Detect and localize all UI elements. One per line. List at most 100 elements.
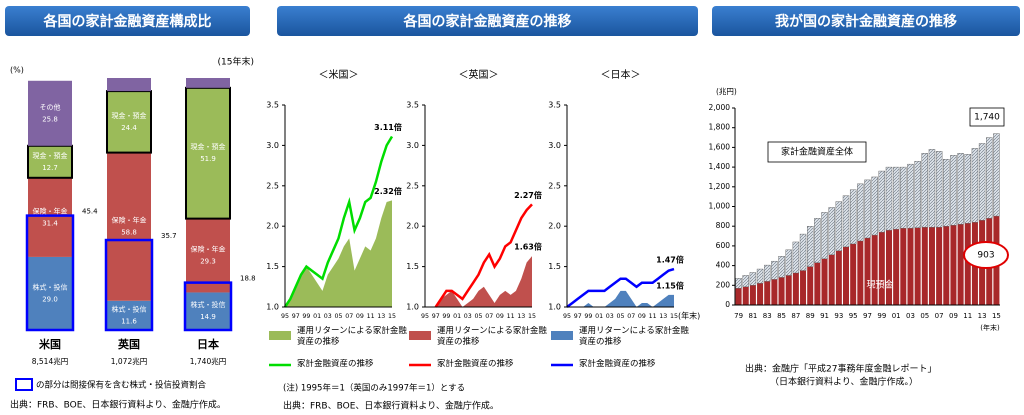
bar-segment (914, 160, 921, 228)
bar-segment (921, 227, 928, 305)
bar-segment (950, 225, 957, 305)
x-tick-label: 91 (820, 312, 829, 320)
bar-segment (185, 86, 231, 220)
x-tick-label: 07 (935, 312, 944, 320)
x-tick-label: 09 (356, 313, 364, 320)
x-unit: (年末) (678, 311, 700, 321)
x-tick-label: 99 (584, 313, 592, 320)
legend-label: 家計金融資産の推移 (297, 359, 374, 369)
bar-segment (814, 262, 821, 305)
bar-segment (871, 176, 878, 236)
series-label: 家計金融資産全体 (781, 146, 853, 158)
segment-name: 株式・投信 (112, 304, 147, 313)
legend-label-box: 家計金融資産の推移 (437, 359, 514, 369)
bar-segment (821, 258, 828, 305)
data-label: 903 (977, 251, 994, 261)
category-label: 米国 (38, 337, 61, 351)
x-tick-label: 13 (377, 313, 385, 320)
legend-label: 家計金融資産の推移 (579, 359, 656, 369)
x-tick-label: 09 (638, 313, 646, 320)
segment-value: 29.3 (200, 258, 216, 266)
bar-segment (921, 153, 929, 228)
x-tick-label: 05 (474, 313, 482, 320)
x-tick-label: 03 (464, 313, 472, 320)
source: 出典：金融庁「平成27事務年度金融レポート」 (745, 363, 936, 375)
legend-swatch (551, 331, 573, 340)
bar-segment (935, 151, 943, 228)
bar-segment (771, 279, 778, 305)
bar-segment (807, 266, 814, 305)
bar-segment (785, 249, 792, 276)
y-tick-label: 1,600 (709, 142, 731, 151)
legend-label: 運用リターンによる家計金融資産の推移 (437, 326, 547, 347)
y-tick-label: 2,000 (709, 103, 731, 112)
x-tick-label: 03 (906, 312, 915, 320)
x-tick-label: 99 (302, 313, 310, 320)
bar-segment (756, 268, 764, 284)
legend-label: 運用リターンによる家計金融資産の推移 (297, 326, 407, 347)
x-tick-label: 11 (649, 313, 657, 320)
area (285, 200, 392, 307)
bar-segment (842, 195, 850, 248)
bar-segment (943, 226, 950, 305)
bar-segment (735, 288, 742, 305)
y-tick-label: 2.0 (406, 222, 419, 231)
bar-segment (900, 166, 907, 229)
segment-value: 12.7 (42, 164, 58, 172)
y-tick-label: 3.5 (406, 101, 419, 110)
end-label: 1.15倍 (656, 280, 684, 290)
header-title: 各国の家計金融資産の推移 (403, 13, 572, 30)
x-tick-label: 13 (659, 313, 667, 320)
y-tick-label: 2.0 (548, 222, 561, 231)
bar-segment (843, 246, 850, 305)
total-label: 1,740兆円 (190, 356, 226, 366)
bar-segment (835, 201, 843, 252)
indirect-label: 18.8 (240, 275, 256, 283)
legend-note: の部分は間接保有を含む株式・投信投資割合 (36, 380, 207, 391)
legend-label: 運用リターンによる家計金融資産の推移 (579, 326, 689, 347)
x-tick-label: 89 (806, 312, 815, 320)
legend-label-box: 家計金融資産の推移 (297, 359, 374, 369)
bar-segment (778, 256, 785, 278)
chart-title: ＜日本＞ (601, 68, 641, 81)
bar-segment (907, 228, 914, 305)
chart-title: ＜米国＞ (319, 68, 359, 81)
bar-segment (778, 277, 785, 305)
segment-name: 現金・預金 (112, 111, 147, 120)
series-label: 現預金 (866, 279, 893, 291)
bar-segment (849, 189, 857, 245)
bar-segment (850, 243, 857, 305)
segment-name: 保険・年金 (191, 245, 226, 254)
x-tick-label: 01 (453, 313, 461, 320)
bar-segment (764, 264, 771, 282)
legend-label-box: 運用リターンによる家計金融資産の推移 (579, 326, 689, 347)
annotation: 1,740 (974, 113, 1000, 123)
x-tick-label: 97 (292, 313, 300, 320)
legend-label-box: 運用リターンによる家計金融資産の推移 (297, 326, 407, 347)
bar-segment (792, 241, 800, 274)
source: 出典：FRB、BOE、日本銀行資料より、金融庁作成。 (10, 399, 226, 411)
x-tick-label: 01 (892, 312, 901, 320)
bar-segment (749, 285, 756, 305)
segment-value: 25.8 (42, 115, 58, 123)
indirect-box (25, 214, 75, 332)
y-tick-label: 2.5 (406, 181, 419, 190)
y-tick-label: 400 (716, 261, 731, 270)
line (283, 135, 394, 308)
indirect-label: 35.7 (161, 232, 177, 240)
segment-name: 保険・年金 (112, 216, 147, 225)
x-tick-label: 07 (345, 313, 353, 320)
bar-segment (857, 183, 864, 242)
indirect-box (104, 238, 154, 332)
bar-segment (785, 275, 792, 305)
bar-segment (735, 278, 742, 289)
bar-segment (871, 235, 878, 305)
end-label: 2.27倍 (514, 190, 542, 200)
bar-segment (857, 240, 864, 305)
segment-name: 現金・預金 (33, 151, 68, 160)
bar-segment (742, 286, 749, 305)
y-tick-label: 3.0 (406, 141, 419, 150)
x-tick-label: 15 (992, 312, 1001, 320)
bar-segment (964, 154, 971, 224)
bar-segment (993, 133, 1000, 217)
